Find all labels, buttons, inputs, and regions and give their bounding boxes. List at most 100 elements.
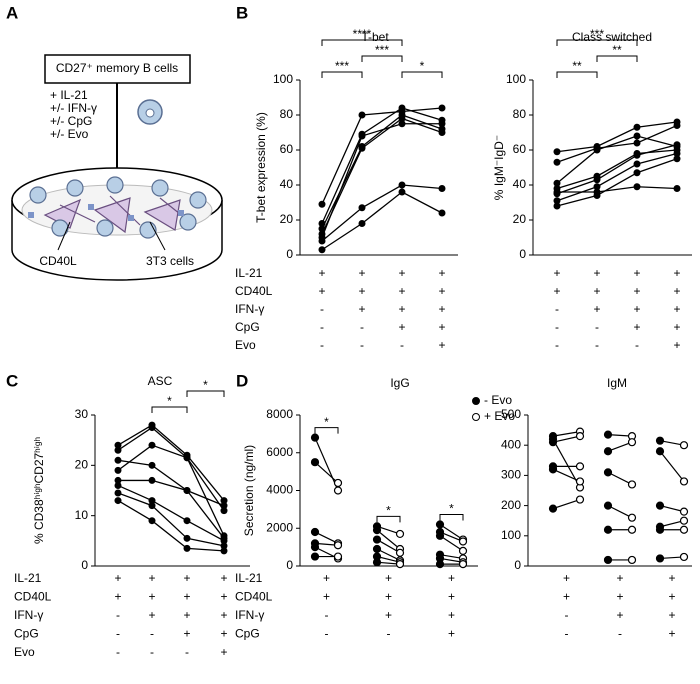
data-point [438,104,446,112]
y-axis-label: % IgM⁻IgD⁻ [492,135,506,200]
data-point [220,542,228,550]
data-point [553,148,561,156]
condition-mark: + [220,627,227,641]
condition-label: IFN-γ [235,302,264,316]
data-point [310,527,320,537]
data-point [593,183,601,191]
y-tick-label: 400 [501,437,521,451]
data-point [458,537,468,546]
significance-label: *** [590,27,604,41]
data-point [438,129,446,136]
significance-label: * [386,504,391,518]
data-point [398,104,406,112]
significance-bracket [376,515,401,523]
panel-label: B [236,3,248,22]
data-point [553,197,561,205]
legend-label: - Evo [484,393,512,407]
data-point [114,476,122,484]
diagram: CD27⁺ memory B cells + IL-21 +/- IFN-γ +… [11,54,223,281]
y-tick-label: 200 [501,498,521,512]
condition-mark: + [633,320,640,334]
data-point [395,548,405,557]
significance-bracket [321,71,363,78]
data-point [438,209,446,217]
y-tick-label: 10 [75,508,89,522]
condition-mark: - [555,338,559,352]
condition-mark: + [616,608,623,622]
significance-bracket [556,39,638,46]
condition-mark: + [553,284,560,298]
pointer [149,221,166,251]
data-point [318,200,326,208]
cd40l [28,204,184,221]
data-point [575,495,585,504]
pair-line [552,435,581,443]
condition-mark: + [553,266,560,280]
donor-line [321,117,443,235]
condition-mark: + [438,266,445,280]
panel-label: A [6,3,18,22]
condition-mark: - [360,320,364,334]
data-point [310,433,320,442]
condition-mark: + [673,320,680,334]
data-point [398,181,406,189]
fibroblasts [43,195,191,234]
data-point [114,446,122,454]
significance-bracket [314,427,339,434]
condition-mark: - [320,338,324,352]
condition-mark: - [320,302,324,316]
pair-line [376,529,401,550]
data-point [395,560,405,569]
data-point [148,476,156,484]
pair-line [552,498,581,510]
data-point [458,560,468,569]
data-point [310,552,320,561]
significance-bracket [151,406,188,413]
data-point [398,120,406,128]
donor-line [117,424,225,501]
condition-mark: - [325,608,329,622]
pair-line [314,461,339,484]
condition-mark: + [220,590,227,604]
data-point [358,132,366,140]
data-point [148,502,156,510]
data-point [438,120,446,128]
y-tick-label: 60 [513,142,527,156]
condition-mark: + [438,284,445,298]
condition-mark: + [385,571,392,585]
condition-mark: + [318,266,325,280]
data-point [183,487,191,494]
legend-marker [472,397,480,405]
data-point [679,552,689,562]
data-point [220,547,228,555]
y-tick-label: 6000 [266,445,293,459]
data-point [575,432,585,441]
data-point [114,489,122,497]
condition-mark: + [183,627,190,641]
data-point [673,155,681,163]
data-point [458,546,468,556]
y-tick-label: 20 [75,458,89,472]
condition-mark: + [438,302,445,316]
condition-label: IL-21 [235,266,263,280]
y-axis-label: % CD38ʰⁱᵍʰCD27ʰⁱᵍʰ [32,437,46,544]
condition-mark: - [565,608,569,622]
donor-line [321,123,442,238]
data-point [679,525,689,534]
y-tick-label: 100 [273,72,293,86]
data-point [220,507,228,515]
donor-line [117,444,225,537]
donor-line [321,107,443,224]
significance-label: * [324,415,329,429]
data-point [633,123,641,131]
data-point [633,183,641,191]
donor-line [556,121,678,153]
y-tick-label: 4000 [266,483,293,497]
donor-line [117,426,225,512]
data-point [310,458,320,467]
data-point [114,466,122,474]
condition-mark: + [593,266,600,280]
significance-label: **** [353,27,372,41]
condition-mark: + [616,571,623,585]
